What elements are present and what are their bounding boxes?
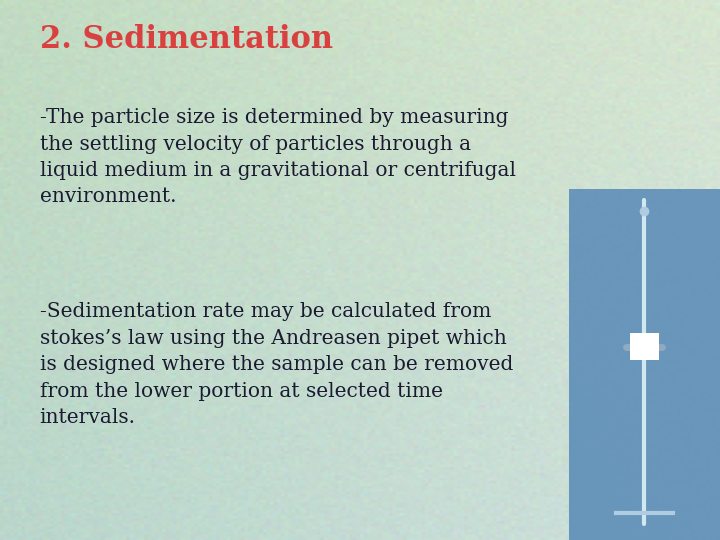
Bar (630, 333, 659, 361)
Bar (569, 189, 720, 540)
Text: -Sedimentation rate may be calculated from
stokes’s law using the Andreasen pipe: -Sedimentation rate may be calculated fr… (40, 302, 513, 427)
Text: -The particle size is determined by measuring
the settling velocity of particles: -The particle size is determined by meas… (40, 108, 516, 206)
Text: 2. Sedimentation: 2. Sedimentation (40, 24, 333, 55)
